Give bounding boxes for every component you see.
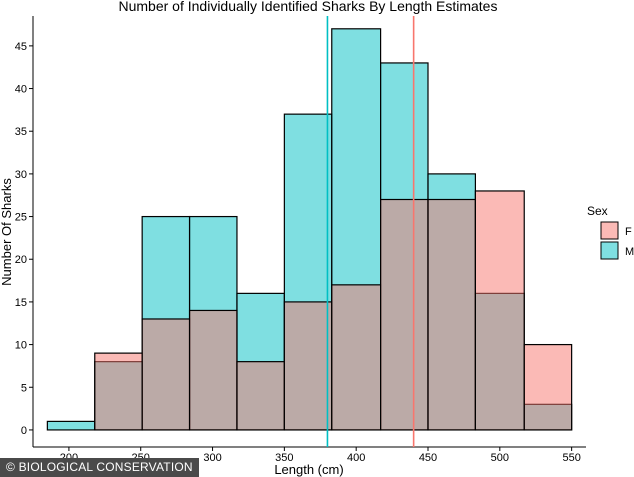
bar-f-10: [523, 343, 573, 431]
x-tick-label: 550: [562, 452, 580, 464]
legend-swatch-f: [600, 221, 619, 240]
x-tick-label: 500: [491, 452, 509, 464]
y-tick-label: 25: [15, 212, 27, 224]
y-tick-label: 10: [15, 340, 27, 352]
legend-label-m: M: [625, 246, 634, 258]
x-tick-label: 300: [203, 452, 221, 464]
y-tick-label: 40: [15, 84, 27, 96]
y-tick-label: 0: [21, 425, 27, 437]
y-axis-label: Number Of Sharks: [0, 178, 14, 286]
bar-f-5: [283, 301, 333, 431]
bars-female: [94, 190, 573, 431]
y-tick-label: 5: [21, 382, 27, 394]
x-tick-label: 450: [419, 452, 437, 464]
bar-f-2: [141, 318, 191, 431]
y-tick-label: 30: [15, 169, 27, 181]
chart-title: Number of Individually Identified Sharks…: [119, 0, 498, 14]
bar-f-6: [331, 284, 382, 431]
bar-f-3: [188, 309, 238, 431]
bar-f-8: [427, 198, 477, 431]
y-tick-label: 45: [15, 41, 27, 53]
bar-f-7: [380, 198, 429, 431]
y-tick-label: 15: [15, 297, 27, 309]
x-tick-label: 400: [347, 452, 365, 464]
bar-f-9: [474, 190, 525, 431]
bar-f-1: [94, 352, 143, 431]
legend: Sex FM: [587, 204, 634, 260]
y-tick-label: 35: [15, 126, 27, 138]
reference-lines: [326, 16, 415, 447]
x-tick-label: 350: [275, 452, 293, 464]
y-tick-label: 20: [15, 254, 27, 266]
bar-m-0: [46, 420, 96, 431]
legend-title: Sex: [587, 204, 608, 218]
watermark-badge: © BIOLOGICAL CONSERVATION: [0, 458, 199, 477]
bar-f-4: [236, 361, 285, 431]
x-axis-label: Length (cm): [274, 462, 343, 477]
legend-label-f: F: [625, 226, 632, 238]
legend-swatch-m: [600, 241, 619, 260]
